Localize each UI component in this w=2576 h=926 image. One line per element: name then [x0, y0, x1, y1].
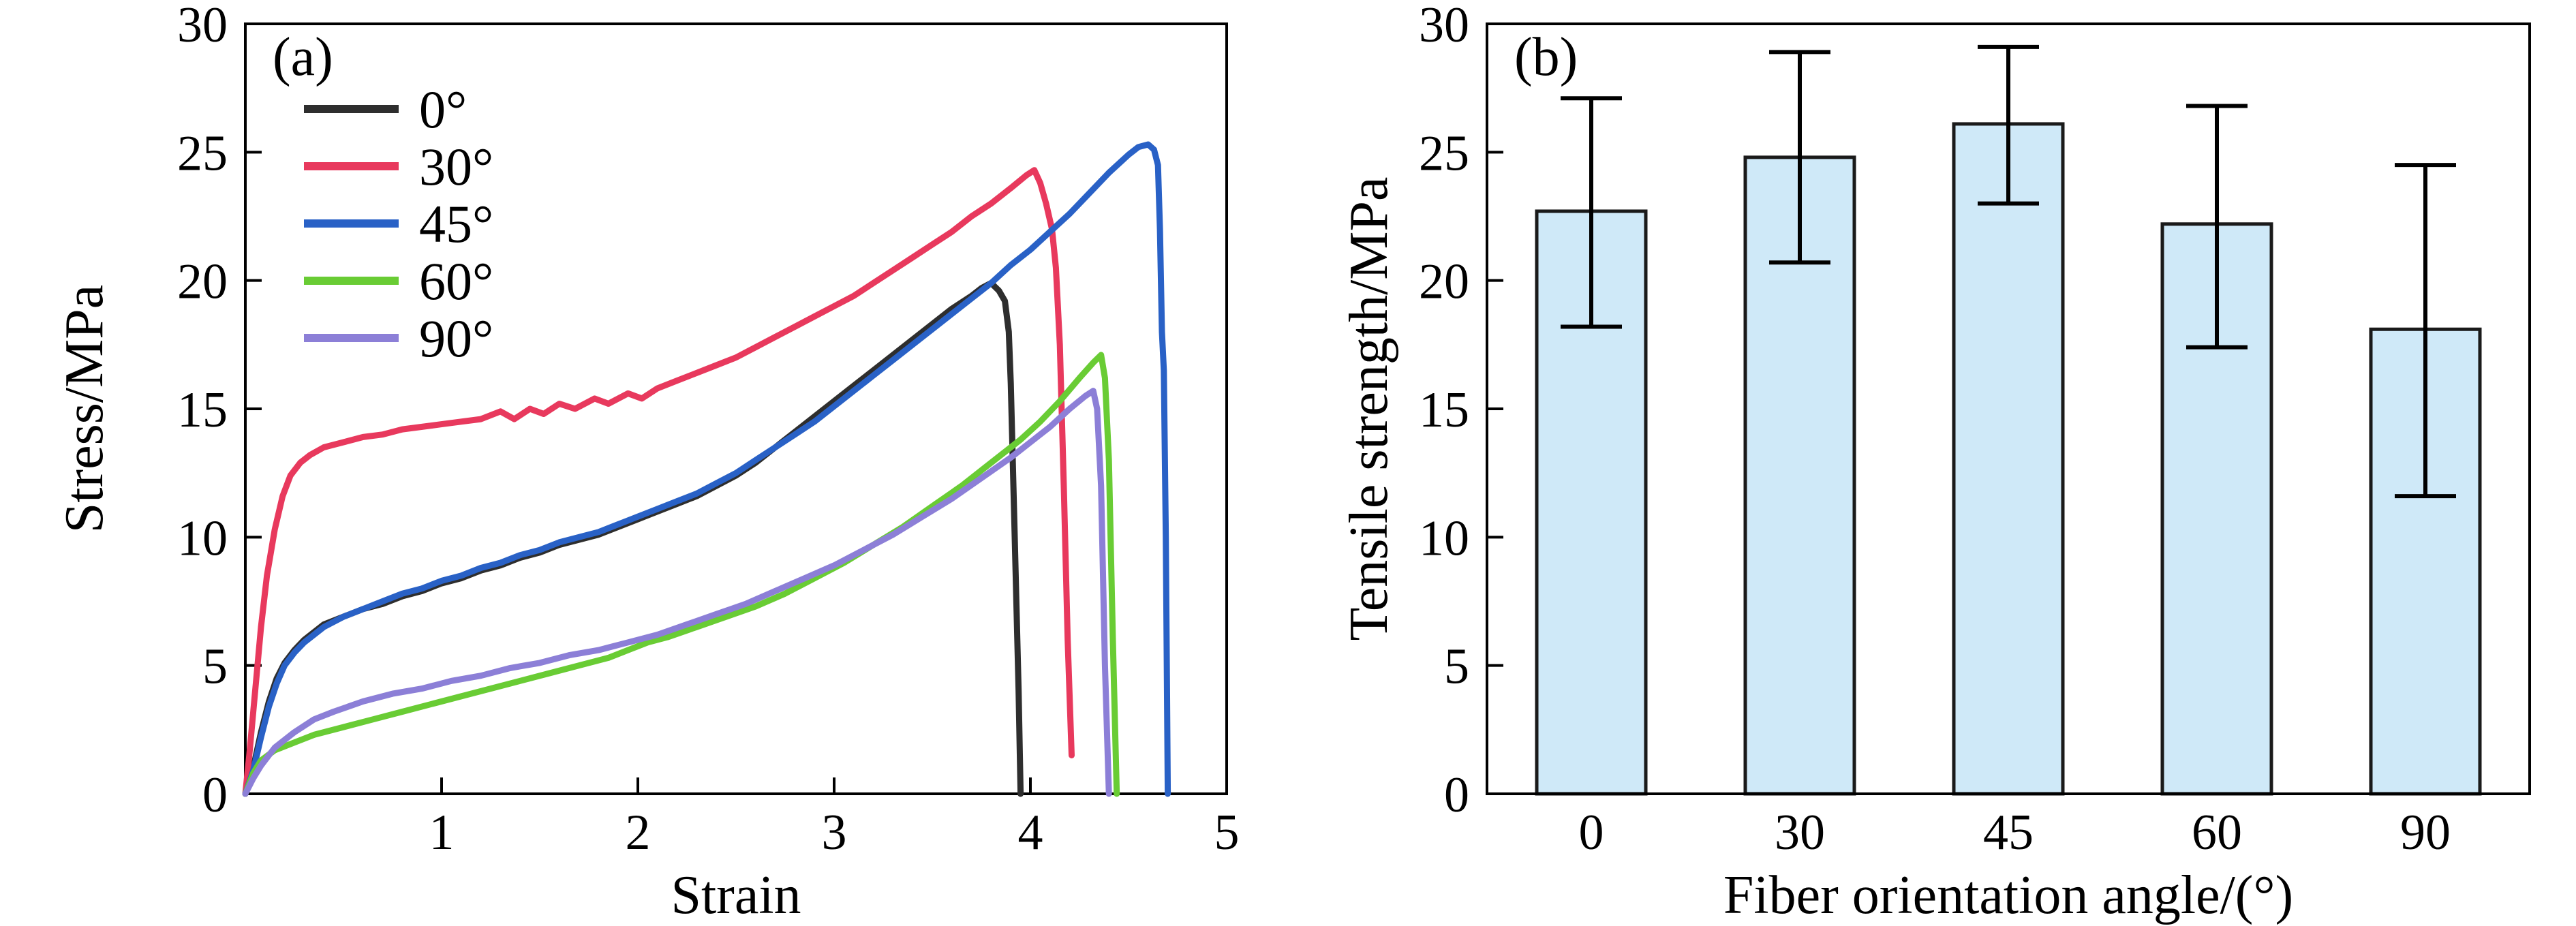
line-chart-svg: 0 5 10 15 20 25 30 1 2 3 4 5 0°30°45°60°90° (a) Strain… — [55, 0, 1240, 925]
y-axis-title: Stress/MPa — [55, 285, 114, 534]
y-tick-label: 15 — [1419, 382, 1469, 438]
plot-frame — [1486, 22, 2531, 795]
y-tick-label: 0 — [202, 767, 228, 823]
y-tick-label: 20 — [177, 254, 228, 310]
series-curve-2 — [242, 141, 1171, 797]
category-label-1: 30 — [1775, 805, 1825, 861]
bar-45 — [1952, 122, 2065, 796]
y-axis-title: Tensile strength/MPa — [1339, 177, 1399, 641]
bar-chart-svg: 0 5 10 15 20 25 30 0 30 45 60 90 (b) Fiber orientatio… — [1339, 0, 2531, 925]
series-curve-0 — [242, 279, 1024, 797]
stress-strain-line-chart: 0 5 10 15 20 25 30 1 2 3 4 5 0° 30° 45° 60° 90° (a) Strain… — [55, 0, 1240, 925]
y-tick-label: 25 — [177, 125, 228, 181]
y-tick-label: 10 — [177, 510, 228, 566]
category-label-3: 60 — [2192, 805, 2242, 861]
y-tick-label: 30 — [177, 0, 228, 53]
y-tick-label: 30 — [1419, 0, 1469, 53]
plot-frame — [244, 22, 1228, 795]
x-tick-label: 2 — [626, 805, 651, 861]
category-label-4: 90 — [2400, 805, 2451, 861]
y-tick-label: 5 — [202, 639, 228, 695]
legend-label-4: 90° — [419, 309, 493, 368]
category-label-2: 45 — [1983, 805, 2034, 861]
y-tick-label: 20 — [1419, 254, 1469, 310]
x-tick-label: 1 — [429, 805, 455, 861]
y-tick-label: 5 — [1444, 639, 1469, 695]
x-tick-label: 3 — [822, 805, 847, 861]
y-tick-label: 15 — [177, 382, 228, 438]
x-axis-title: Strain — [671, 865, 801, 925]
panel-label: (b) — [1514, 27, 1578, 87]
series-curve-4 — [242, 388, 1112, 797]
y-tick-label: 0 — [1444, 767, 1469, 823]
x-tick-label: 4 — [1018, 805, 1043, 861]
legend-label-1: 30° — [419, 137, 493, 196]
series-curve-1 — [242, 167, 1075, 797]
tensile-strength-bar-chart: 0 5 10 15 20 25 30 0 30 45 60 90 (b) Fiber orientatio… — [1288, 0, 2576, 926]
x-axis-title: Fiber orientation angle/(°) — [1723, 865, 2293, 925]
legend-label-3: 60° — [419, 251, 493, 311]
y-tick-label: 25 — [1419, 125, 1469, 181]
panel-label: (a) — [273, 27, 333, 87]
legend-label-0: 0° — [419, 80, 467, 139]
legend-label-2: 45° — [419, 194, 493, 253]
x-tick-label: 5 — [1214, 805, 1240, 861]
y-tick-label: 10 — [1419, 510, 1469, 566]
category-label-0: 0 — [1579, 805, 1604, 861]
series-curve-3 — [242, 352, 1120, 797]
